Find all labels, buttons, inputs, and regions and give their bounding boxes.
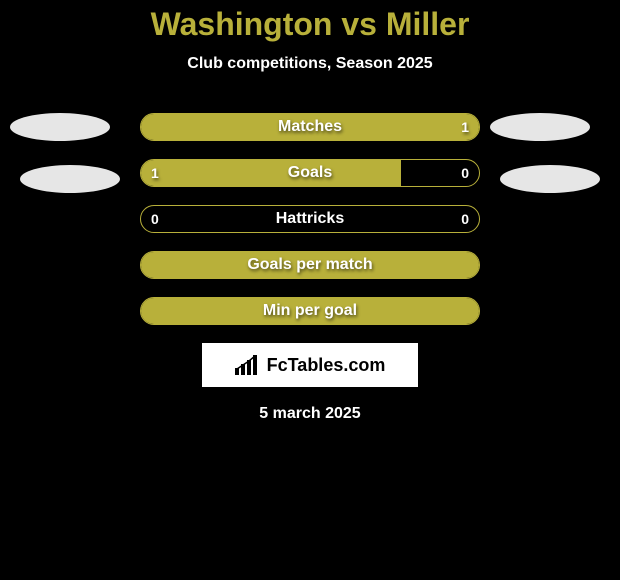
right-player-oval-2 [500, 165, 600, 193]
bar-goals-per-match: Goals per match [140, 251, 480, 279]
bar-value-right: 1 [451, 114, 479, 140]
bar-value-right: 0 [451, 160, 479, 186]
bar-value-right [459, 252, 479, 278]
brand-text: FcTables.com [267, 355, 386, 376]
brand-box[interactable]: FcTables.com [202, 343, 418, 387]
bar-label: Min per goal [141, 298, 479, 324]
subtitle: Club competitions, Season 2025 [0, 55, 620, 73]
bar-label: Matches [141, 114, 479, 140]
bars-container: Matches 1 1 Goals 0 0 Hattricks 0 Goals … [140, 113, 480, 325]
date-label: 5 march 2025 [0, 405, 620, 423]
bar-label: Goals [141, 160, 479, 186]
bar-min-per-goal: Min per goal [140, 297, 480, 325]
bar-value-right [459, 298, 479, 324]
bar-matches: Matches 1 [140, 113, 480, 141]
right-player-oval-1 [490, 113, 590, 141]
left-player-oval-1 [10, 113, 110, 141]
bar-goals: 1 Goals 0 [140, 159, 480, 187]
left-player-oval-2 [20, 165, 120, 193]
bar-value-right: 0 [451, 206, 479, 232]
comparison-arena: Matches 1 1 Goals 0 0 Hattricks 0 Goals … [0, 113, 620, 325]
bars-icon [235, 355, 261, 375]
bar-hattricks: 0 Hattricks 0 [140, 205, 480, 233]
bar-label: Hattricks [141, 206, 479, 232]
bar-label: Goals per match [141, 252, 479, 278]
page-title: Washington vs Miller [0, 0, 620, 43]
